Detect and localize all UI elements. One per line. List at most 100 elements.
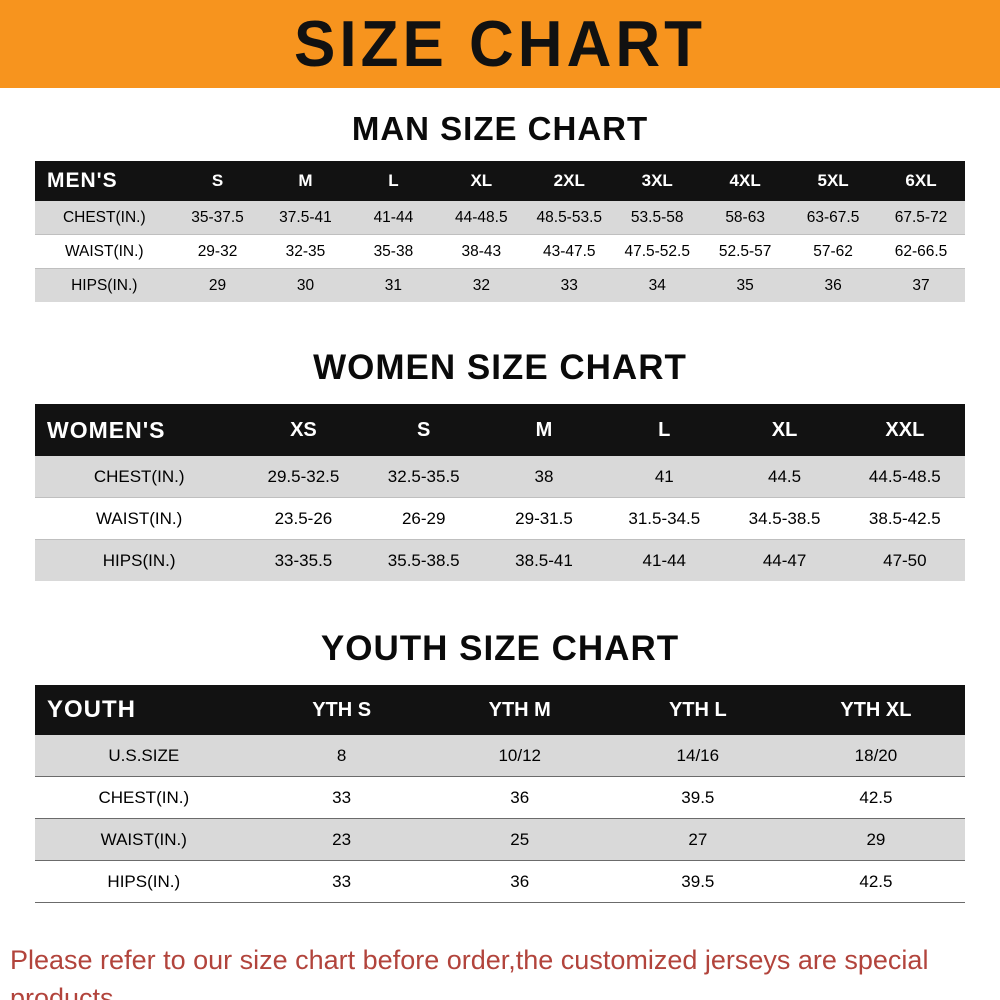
measurement-value-cell: 32 <box>437 268 526 302</box>
measurement-value-cell: 25 <box>430 818 609 861</box>
size-header-cell: XL <box>724 404 845 456</box>
section-men: MAN SIZE CHART MEN'S S M L XL 2XL 3XL 4XL 5XL 6XL… <box>0 110 1000 302</box>
measurement-value-cell: 18/20 <box>786 735 965 777</box>
women-size-table: WOMEN'S XS S M L XL XXL CHEST(IN.) 29.5-32.5 32.5… <box>35 404 965 581</box>
measurement-value-cell: 38-43 <box>437 234 526 269</box>
measurement-value-cell: 41-44 <box>604 539 725 581</box>
measurement-value-cell: 36 <box>430 776 609 819</box>
measurement-row: CHEST(IN.) 35-37.5 37.5-41 41-44 44-48.5 48.5… <box>35 201 965 235</box>
measurement-value-cell: 32-35 <box>261 234 350 269</box>
measurement-value-cell: 33 <box>252 776 431 819</box>
measurement-label-cell: CHEST(IN.) <box>35 776 253 819</box>
measurement-value-cell: 67.5-72 <box>877 201 965 235</box>
measurement-row: HIPS(IN.) 33-35.5 35.5-38.5 38.5-41 41-44 44-… <box>35 539 965 581</box>
measurement-row: HIPS(IN.) 29 30 31 32 33 34 35 36 37 <box>35 268 965 302</box>
measurement-value-cell: 37 <box>877 268 965 302</box>
measurement-label-cell: HIPS(IN.) <box>35 860 253 903</box>
measurement-row: CHEST(IN.) 33 36 39.5 42.5 <box>35 776 965 819</box>
measurement-value-cell: 31.5-34.5 <box>604 497 725 540</box>
youth-chart-heading: YOUTH SIZE CHART <box>320 629 680 668</box>
size-header-cell: S <box>173 161 262 201</box>
measurement-value-cell: 14/16 <box>608 735 787 777</box>
measurement-value-cell: 42.5 <box>786 860 965 903</box>
size-header-cell: XL <box>437 161 526 201</box>
measurement-value-cell: 23 <box>252 818 431 861</box>
measurement-value-cell: 62-66.5 <box>877 234 965 269</box>
footnote-line-1: Please refer to our size chart before or… <box>10 945 929 1000</box>
measurement-value-cell: 41 <box>604 456 725 498</box>
measurement-label-cell: WAIST(IN.) <box>35 818 253 861</box>
table-header-row: YOUTH YTH S YTH M YTH L YTH XL <box>35 685 965 735</box>
size-header-cell: YTH L <box>608 685 787 735</box>
charts-area: MAN SIZE CHART MEN'S S M L XL 2XL 3XL 4XL 5XL 6XL… <box>0 110 1000 903</box>
size-header-cell: 3XL <box>613 161 702 201</box>
page-title: SIZE CHART <box>294 7 706 81</box>
measurement-value-cell: 36 <box>789 268 878 302</box>
measurement-value-cell: 39.5 <box>608 776 787 819</box>
women-chart-heading: WOMEN SIZE CHART <box>313 348 687 387</box>
measurement-value-cell: 48.5-53.5 <box>525 201 614 235</box>
measurement-value-cell: 41-44 <box>349 201 438 235</box>
measurement-value-cell: 33-35.5 <box>243 539 364 581</box>
measurement-label-cell: CHEST(IN.) <box>35 201 174 235</box>
measurement-value-cell: 63-67.5 <box>789 201 878 235</box>
youth-size-table: YOUTH YTH S YTH M YTH L YTH XL U.S.SIZE 8 10/12… <box>35 685 965 903</box>
section-youth: YOUTH SIZE CHART YOUTH YTH S YTH M YTH L YTH… <box>0 629 1000 903</box>
measurement-value-cell: 33 <box>525 268 614 302</box>
measurement-label-cell: HIPS(IN.) <box>35 539 244 581</box>
measurement-value-cell: 53.5-58 <box>613 201 702 235</box>
size-header-cell: M <box>261 161 350 201</box>
measurement-value-cell: 37.5-41 <box>261 201 350 235</box>
measurement-value-cell: 47-50 <box>844 539 965 581</box>
measurement-value-cell: 52.5-57 <box>701 234 790 269</box>
measurement-value-cell: 29 <box>786 818 965 861</box>
measurement-value-cell: 35 <box>701 268 790 302</box>
size-header-cell: L <box>604 404 725 456</box>
measurement-value-cell: 10/12 <box>430 735 609 777</box>
table-header-row: MEN'S S M L XL 2XL 3XL 4XL 5XL 6XL <box>35 161 965 201</box>
size-header-cell: XXL <box>844 404 965 456</box>
measurement-row: WAIST(IN.) 29-32 32-35 35-38 38-43 43-47.5 47.… <box>35 234 965 269</box>
measurement-label-cell: WAIST(IN.) <box>35 497 244 540</box>
size-header-cell: 2XL <box>525 161 614 201</box>
measurement-value-cell: 34 <box>613 268 702 302</box>
measurement-value-cell: 36 <box>430 860 609 903</box>
size-header-cell: YTH S <box>252 685 431 735</box>
measurement-value-cell: 27 <box>608 818 787 861</box>
measurement-value-cell: 35-37.5 <box>173 201 262 235</box>
measurement-value-cell: 38 <box>483 456 605 498</box>
measurement-label-cell: HIPS(IN.) <box>35 268 174 302</box>
measurement-value-cell: 34.5-38.5 <box>724 497 845 540</box>
measurement-value-cell: 44-48.5 <box>437 201 526 235</box>
measurement-value-cell: 44-47 <box>724 539 845 581</box>
size-header-cell: XS <box>243 404 364 456</box>
measurement-value-cell: 33 <box>252 860 431 903</box>
measurement-value-cell: 23.5-26 <box>243 497 364 540</box>
table-header-row: WOMEN'S XS S M L XL XXL <box>35 404 965 456</box>
measurement-row: U.S.SIZE 8 10/12 14/16 18/20 <box>35 735 965 777</box>
measurement-label-cell: CHEST(IN.) <box>35 456 244 498</box>
men-size-table: MEN'S S M L XL 2XL 3XL 4XL 5XL 6XL CHEST(IN.) 35-37… <box>35 161 965 302</box>
section-women: WOMEN SIZE CHART WOMEN'S XS S M L XL XXL CHEST(… <box>0 348 1000 581</box>
size-header-cell: YTH XL <box>786 685 965 735</box>
measurement-value-cell: 42.5 <box>786 776 965 819</box>
size-header-cell: 4XL <box>701 161 790 201</box>
size-header-cell: 5XL <box>789 161 878 201</box>
measurement-value-cell: 39.5 <box>608 860 787 903</box>
measurement-value-cell: 29.5-32.5 <box>243 456 364 498</box>
measurement-value-cell: 8 <box>252 735 431 777</box>
table-title-cell: WOMEN'S <box>35 404 244 456</box>
measurement-value-cell: 38.5-41 <box>483 539 605 581</box>
measurement-value-cell: 58-63 <box>701 201 790 235</box>
measurement-value-cell: 31 <box>349 268 438 302</box>
measurement-value-cell: 29-32 <box>173 234 262 269</box>
measurement-row: CHEST(IN.) 29.5-32.5 32.5-35.5 38 41 44.5 44.5… <box>35 456 965 498</box>
size-header-cell: 6XL <box>877 161 965 201</box>
measurement-row: WAIST(IN.) 23.5-26 26-29 29-31.5 31.5-34.5 34… <box>35 497 965 540</box>
size-header-cell: L <box>349 161 438 201</box>
measurement-value-cell: 30 <box>261 268 350 302</box>
measurement-value-cell: 44.5-48.5 <box>844 456 965 498</box>
measurement-value-cell: 38.5-42.5 <box>844 497 965 540</box>
measurement-value-cell: 32.5-35.5 <box>363 456 484 498</box>
